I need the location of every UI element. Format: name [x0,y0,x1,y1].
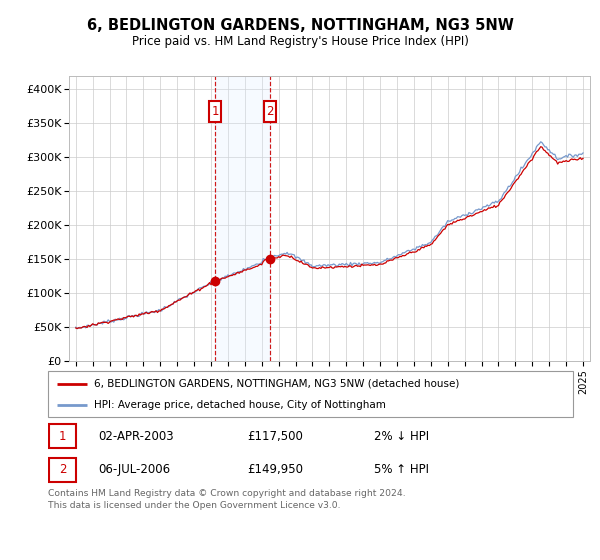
Text: Price paid vs. HM Land Registry's House Price Index (HPI): Price paid vs. HM Land Registry's House … [131,35,469,48]
Text: Contains HM Land Registry data © Crown copyright and database right 2024.
This d: Contains HM Land Registry data © Crown c… [48,489,406,510]
Text: £117,500: £117,500 [248,430,304,443]
Text: 5% ↑ HPI: 5% ↑ HPI [373,463,428,477]
Text: 6, BEDLINGTON GARDENS, NOTTINGHAM, NG3 5NW (detached house): 6, BEDLINGTON GARDENS, NOTTINGHAM, NG3 5… [94,379,460,389]
Text: 2: 2 [266,105,274,118]
Bar [215,76,270,361]
Text: 02-APR-2003: 02-APR-2003 [98,430,173,443]
FancyBboxPatch shape [209,101,221,122]
FancyBboxPatch shape [265,101,276,122]
Text: 2: 2 [59,463,67,477]
Text: £149,950: £149,950 [248,463,304,477]
Text: 6, BEDLINGTON GARDENS, NOTTINGHAM, NG3 5NW: 6, BEDLINGTON GARDENS, NOTTINGHAM, NG3 5… [86,18,514,33]
Text: 2% ↓ HPI: 2% ↓ HPI [373,430,428,443]
Text: HPI: Average price, detached house, City of Nottingham: HPI: Average price, detached house, City… [94,400,386,410]
FancyBboxPatch shape [49,424,76,449]
Text: 1: 1 [59,430,67,443]
FancyBboxPatch shape [48,371,573,417]
FancyBboxPatch shape [49,458,76,482]
Text: 1: 1 [212,105,219,118]
Text: 06-JUL-2006: 06-JUL-2006 [98,463,170,477]
